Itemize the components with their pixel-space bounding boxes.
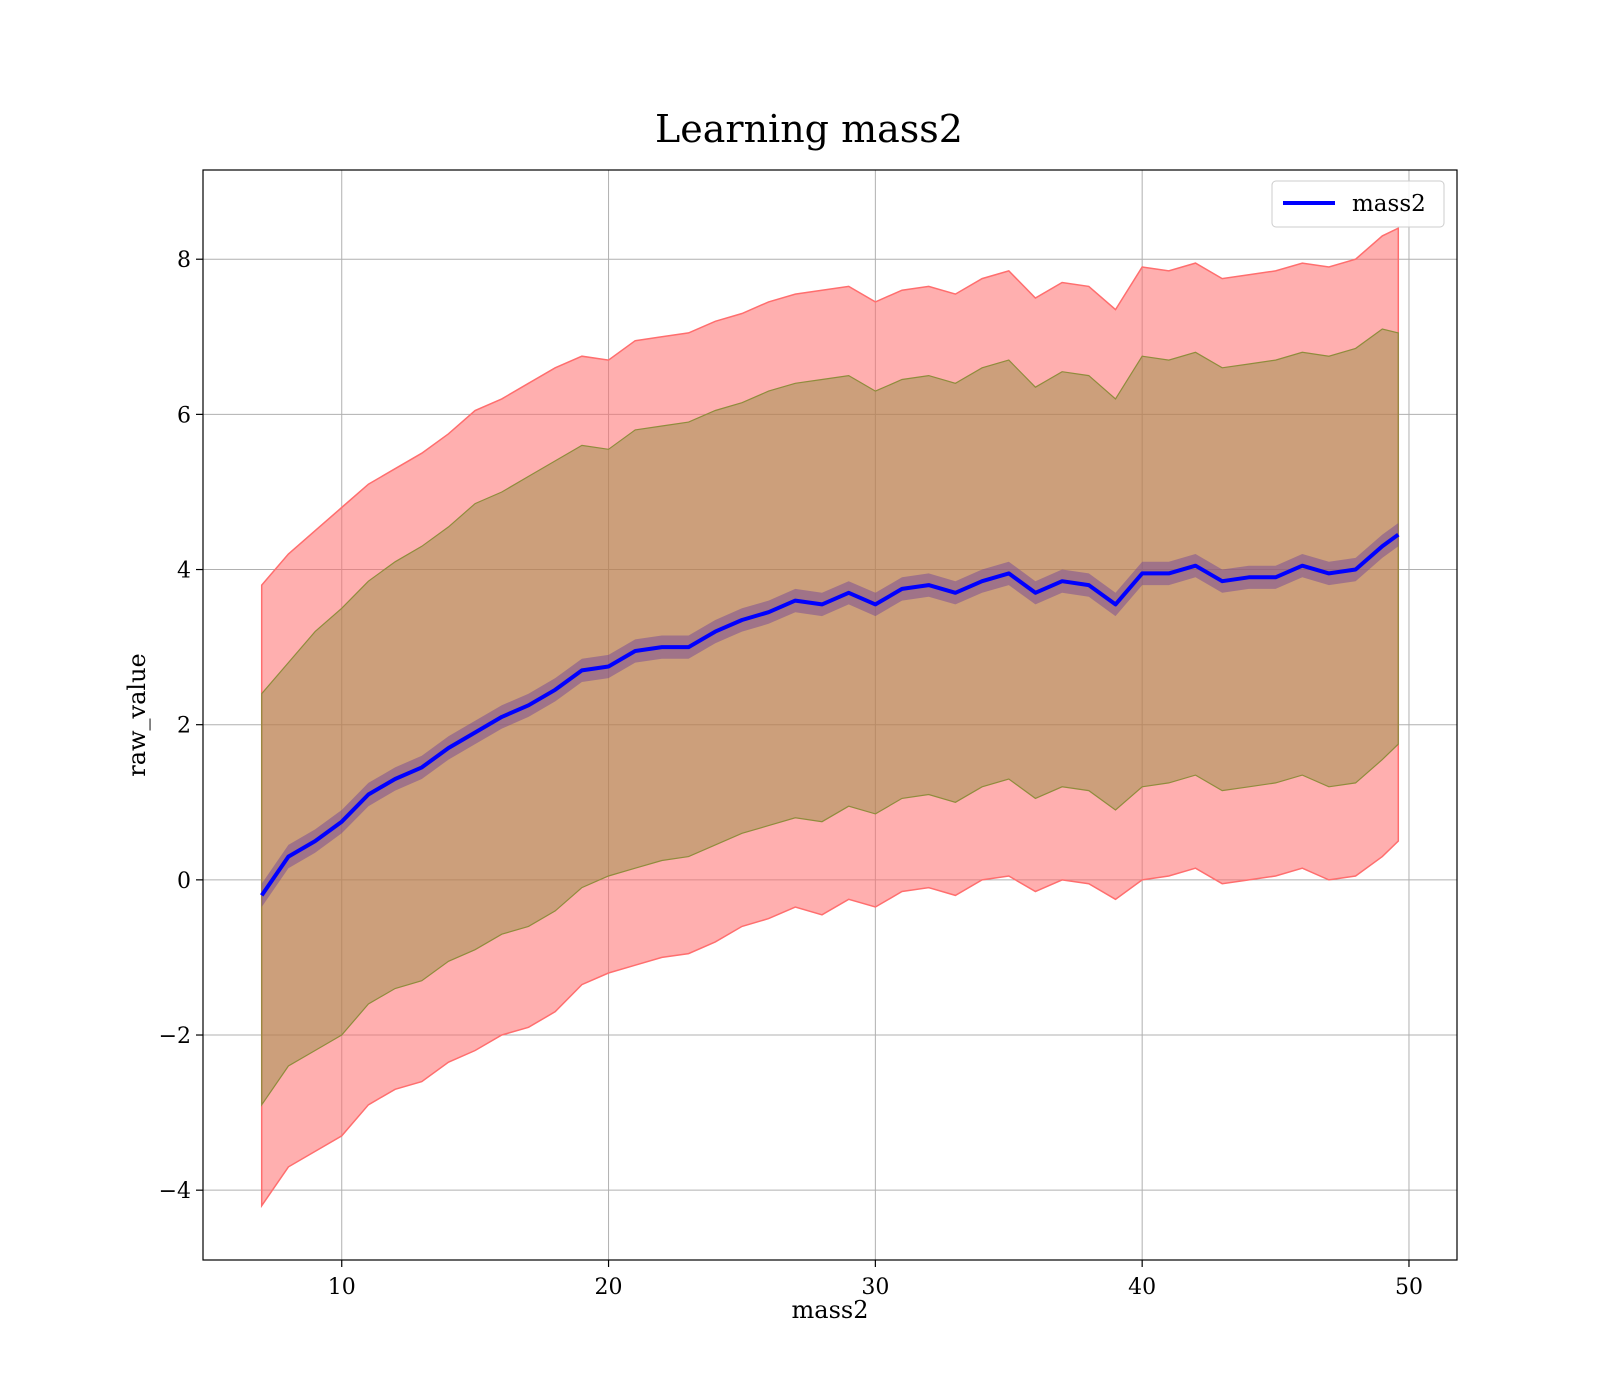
y-axis-label: raw_value bbox=[123, 653, 151, 777]
x-tick-label: 30 bbox=[861, 1275, 889, 1300]
legend: mass2 bbox=[1271, 180, 1445, 228]
y-tick-label: −2 bbox=[159, 1024, 191, 1049]
outer-confidence-band bbox=[260, 227, 1400, 1209]
series-lines bbox=[260, 532, 1400, 897]
series-line-mass2 bbox=[260, 532, 1400, 897]
plot-frame bbox=[202, 169, 1458, 1261]
x-tick-label: 10 bbox=[328, 1275, 356, 1300]
y-axis-ticks: −4 −2 0 2 4 6 8 bbox=[159, 248, 203, 1204]
legend-box bbox=[1271, 180, 1445, 228]
inner-confidence-band bbox=[261, 328, 1399, 1107]
x-tick-label: 40 bbox=[1128, 1275, 1156, 1300]
confidence-bands bbox=[260, 227, 1400, 1209]
y-tick-label: 8 bbox=[177, 248, 191, 273]
legend-entry-mass2: mass2 bbox=[1352, 191, 1426, 217]
x-tick-label: 20 bbox=[595, 1275, 623, 1300]
x-tick-label: 50 bbox=[1395, 1275, 1423, 1300]
x-axis-ticks: 10 20 30 40 50 bbox=[328, 1260, 1423, 1300]
y-tick-label: 0 bbox=[177, 869, 191, 894]
y-tick-label: 4 bbox=[177, 559, 191, 584]
y-tick-label: 2 bbox=[177, 714, 191, 739]
chart-title: Learning mass2 bbox=[655, 107, 963, 151]
x-axis-label: mass2 bbox=[792, 1296, 869, 1324]
y-tick-label: −4 bbox=[159, 1179, 191, 1204]
y-tick-label: 6 bbox=[177, 403, 191, 428]
